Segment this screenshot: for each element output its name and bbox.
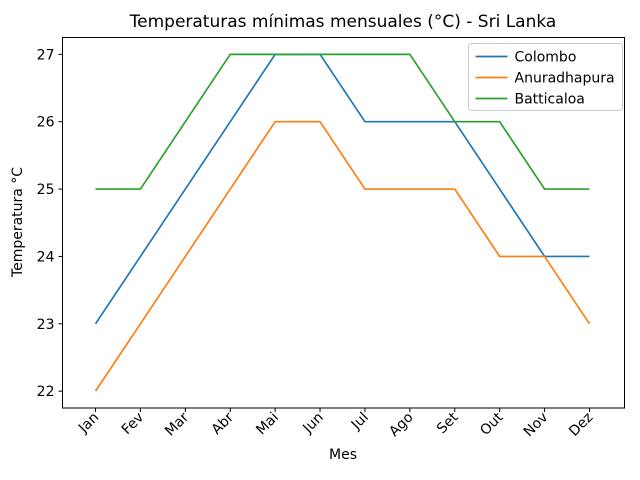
x-tick-label: Nov <box>521 410 552 441</box>
legend-box <box>468 43 623 111</box>
x-tick-label: Jun <box>299 410 326 437</box>
y-tick-label: 24 <box>37 249 55 265</box>
series-line-colombo <box>94 53 590 325</box>
plot-area <box>62 37 625 409</box>
x-tick-label: Jul <box>348 410 372 434</box>
y-tick-label: 25 <box>37 182 55 198</box>
series-line-anuradhapura <box>94 120 591 392</box>
series-line-batticaloa <box>95 53 590 190</box>
y-axis-label: Temperatura °C <box>10 167 26 278</box>
legend-label-anuradhapura: Anuradhapura <box>515 71 615 87</box>
x-tick-label: Mai <box>253 410 282 439</box>
x-tick-label: Ago <box>386 410 416 440</box>
x-tick-label: Jan <box>75 410 102 437</box>
y-axis-ticks: 22 23 24 25 26 27 <box>37 47 63 400</box>
x-tick-label: Dez <box>566 410 596 440</box>
legend-label-batticaloa: Batticaloa <box>515 92 585 108</box>
y-tick-label: 22 <box>37 384 55 400</box>
y-tick-label: 23 <box>37 317 55 333</box>
series-lines <box>94 53 591 392</box>
x-tick-label: Out <box>477 409 507 439</box>
x-tick-label: Fev <box>119 410 147 438</box>
x-axis-label: Mes <box>329 447 357 463</box>
legend-label-colombo: Colombo <box>515 50 577 66</box>
legend: Colombo Anuradhapura Batticaloa <box>468 43 623 111</box>
y-tick-label: 26 <box>37 115 55 131</box>
x-tick-label: Abr <box>209 409 238 438</box>
y-tick-label: 27 <box>37 47 55 63</box>
x-tick-label: Set <box>434 409 462 437</box>
x-axis-ticks: Jan Fev Mar Abr Mai Jun Jul Ago Set Out Nov Dez <box>75 408 596 440</box>
x-tick-label: Mar <box>162 409 192 439</box>
chart-title: Temperaturas mínimas mensuales (°C) - Sr… <box>129 12 557 32</box>
